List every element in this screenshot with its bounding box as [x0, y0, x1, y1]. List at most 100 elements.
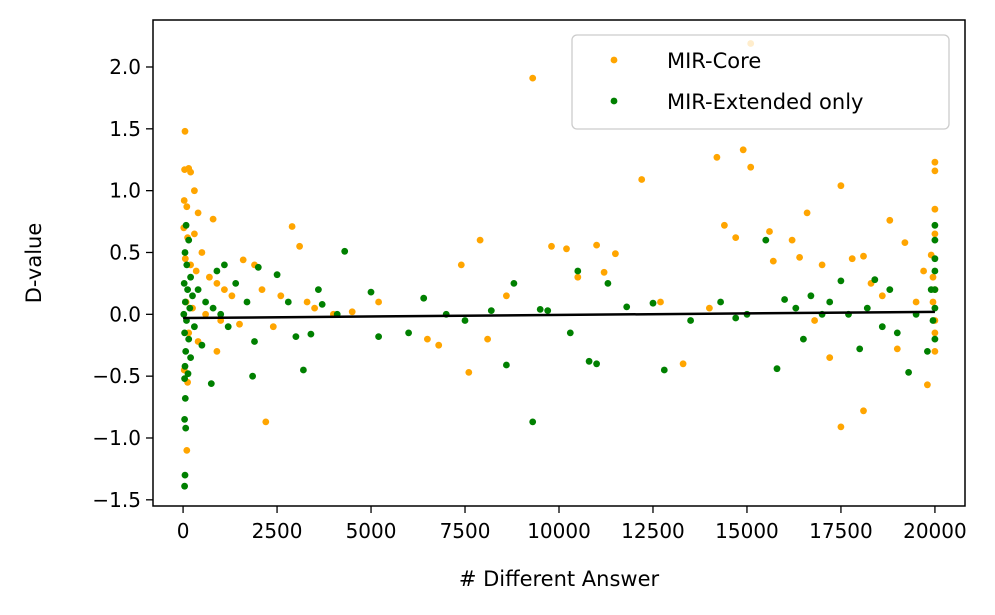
data-point: [487, 307, 495, 314]
data-point: [878, 323, 886, 331]
data-point: [209, 215, 217, 223]
data-point: [243, 298, 251, 306]
data-point: [461, 317, 469, 324]
data-point: [311, 304, 318, 312]
x-tick-label: 20000: [903, 519, 967, 543]
data-point: [503, 361, 510, 369]
data-point: [929, 273, 937, 281]
data-point: [484, 335, 491, 343]
data-point: [563, 245, 570, 253]
data-point: [181, 375, 189, 382]
data-point: [529, 418, 537, 426]
data-point: [781, 296, 788, 303]
data-point: [860, 407, 867, 415]
x-tick-label: 2500: [252, 519, 303, 543]
data-point: [706, 304, 713, 312]
data-point: [766, 228, 773, 235]
data-point: [228, 292, 236, 300]
data-point: [181, 255, 189, 263]
data-point: [224, 323, 232, 331]
data-point: [191, 187, 198, 195]
data-point: [183, 203, 191, 211]
data-point: [721, 221, 728, 229]
data-point: [593, 241, 600, 249]
data-point: [206, 273, 213, 281]
data-point: [198, 249, 206, 256]
data-point: [687, 317, 694, 324]
data-point: [367, 288, 375, 296]
data-point: [931, 335, 939, 343]
data-point: [574, 267, 582, 275]
data-point: [623, 303, 631, 311]
data-point: [931, 255, 939, 263]
data-point: [905, 369, 912, 376]
data-point: [191, 323, 198, 331]
data-point: [762, 236, 770, 244]
data-point: [182, 424, 190, 432]
data-point: [221, 261, 228, 269]
data-point: [837, 423, 845, 431]
data-point: [612, 250, 619, 258]
data-point: [284, 298, 292, 306]
data-point: [732, 314, 740, 322]
data-point: [258, 286, 266, 293]
data-point: [893, 329, 901, 337]
data-point: [732, 234, 740, 242]
x-tick-label: 0: [177, 519, 190, 543]
data-point: [187, 354, 195, 361]
data-point: [186, 304, 194, 312]
data-point: [420, 294, 428, 302]
data-point: [574, 273, 582, 281]
data-point: [207, 380, 215, 387]
data-point: [181, 471, 189, 479]
data-point: [180, 280, 188, 287]
y-axis: −1.5 −1.0 −0.5 0.0 0.5 1.0 1.5 2.0: [92, 55, 153, 512]
x-tick-label: 5000: [346, 519, 397, 543]
data-point: [435, 341, 443, 349]
data-point: [181, 127, 189, 135]
data-point: [660, 366, 668, 374]
data-point: [239, 256, 247, 264]
data-point: [273, 271, 281, 279]
data-point: [837, 277, 845, 285]
y-tick-label: 1.0: [109, 179, 141, 203]
data-point: [503, 292, 510, 300]
data-point: [739, 146, 747, 154]
data-point: [185, 335, 193, 343]
data-point: [713, 153, 721, 161]
data-point: [181, 395, 189, 402]
data-point: [848, 255, 856, 263]
data-point: [860, 252, 867, 260]
data-point: [217, 310, 225, 318]
data-point: [192, 267, 200, 275]
series-mir-extended-only: [180, 221, 939, 490]
data-point: [181, 329, 189, 337]
data-point: [893, 345, 901, 353]
data-point: [924, 381, 931, 389]
data-point: [341, 247, 349, 255]
data-point: [886, 286, 894, 293]
y-tick-label: 0.0: [109, 302, 141, 326]
data-point: [213, 267, 221, 275]
data-point: [803, 209, 811, 217]
data-point: [457, 261, 465, 269]
data-point: [931, 230, 939, 238]
data-point: [657, 298, 664, 306]
data-point: [638, 176, 646, 183]
data-point: [181, 482, 189, 490]
data-point: [604, 280, 612, 287]
data-point: [213, 280, 221, 287]
data-point: [303, 298, 311, 306]
data-point: [300, 366, 307, 374]
data-point: [183, 447, 191, 454]
legend-label: MIR-Core: [667, 49, 761, 73]
data-point: [796, 254, 803, 261]
data-point: [262, 418, 270, 426]
y-tick-label: 1.5: [109, 117, 141, 141]
data-point: [182, 348, 190, 355]
data-point: [931, 205, 939, 213]
data-point: [871, 276, 879, 284]
data-point: [585, 357, 593, 365]
data-point: [792, 304, 800, 312]
